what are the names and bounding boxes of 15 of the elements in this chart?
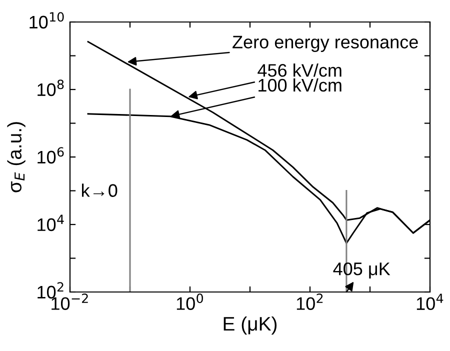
y-tick-label: 10$^{6}$ — [38, 147, 64, 164]
x-tick-label: 10$^{4}$ — [416, 294, 444, 310]
x-tick-label: 10$^{0}$ — [176, 294, 204, 310]
x-axis-title: E (μK) — [224, 316, 277, 335]
annotation: 405 μK — [333, 262, 390, 279]
y-tick-label: 10$^{2}$ — [38, 282, 64, 299]
annotation: Zero energy resonance — [232, 36, 418, 52]
y-tick-label: 10$^{10}$ — [30, 12, 64, 29]
annotation: 100 kV/cm — [258, 78, 342, 92]
y-tick-label: 10$^{4}$ — [38, 214, 64, 232]
annotation: k→0 — [82, 184, 118, 197]
annotation: 456 kV/cm — [258, 64, 342, 77]
y-tick-label: 10$^{8}$ — [38, 80, 64, 96]
x-tick-label: 10$^{2}$ — [296, 294, 323, 310]
y-axis-title: σ$_{E}$ (a.u.) — [7, 122, 26, 192]
